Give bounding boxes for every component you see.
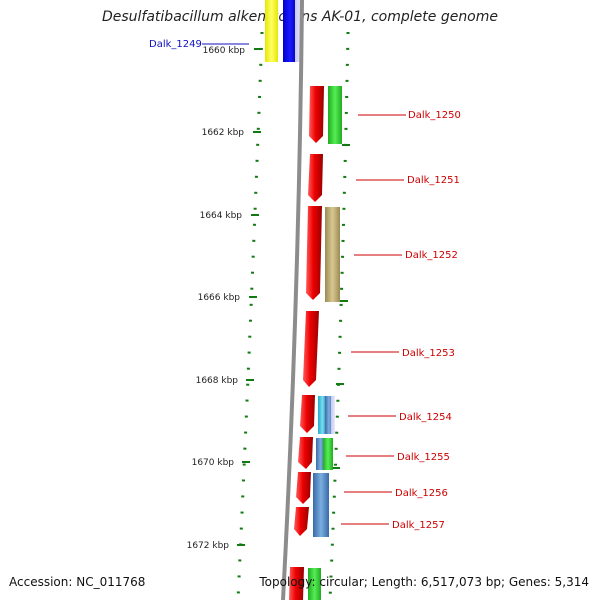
tick-label: 1670 kbp <box>192 458 235 468</box>
function-block-green <box>308 568 321 600</box>
gene-label-dalk-1252[interactable]: Dalk_1252 <box>405 250 458 261</box>
gene-block-lavender <box>295 0 302 62</box>
gene-arrow <box>309 86 324 143</box>
gene-label-dalk-1255[interactable]: Dalk_1255 <box>397 452 450 463</box>
gene-arrow <box>298 437 313 469</box>
major-ticks <box>237 48 350 546</box>
tick-labels: 1660 kbp 1662 kbp 1664 kbp 1666 kbp 1668… <box>187 46 246 551</box>
gene-label-dalk-1251[interactable]: Dalk_1251 <box>407 175 460 186</box>
function-block-blue <box>316 438 325 470</box>
gene-label-dalk-1257[interactable]: Dalk_1257 <box>392 520 445 531</box>
gene-labels: Dalk_1249 Dalk_1250 Dalk_1251 Dalk_1252 … <box>149 39 461 531</box>
leader-lines <box>202 43 406 525</box>
genome-backbone <box>281 0 304 600</box>
gene-block-blue <box>283 0 297 62</box>
function-block-green <box>323 438 333 470</box>
function-block-blue <box>325 396 333 434</box>
gene-arrow <box>306 206 322 300</box>
accession-text: Accession: NC_011768 <box>9 575 146 589</box>
function-block-blue <box>313 473 329 537</box>
tick-label: 1664 kbp <box>200 211 243 221</box>
gene-block-yellow <box>265 0 278 62</box>
function-blocks <box>308 86 342 600</box>
function-block-teal <box>318 396 327 434</box>
function-block-khaki <box>325 207 340 302</box>
gene-arrow <box>296 472 311 504</box>
gene-label-dalk-1254[interactable]: Dalk_1254 <box>399 412 452 423</box>
tick-label: 1662 kbp <box>202 128 245 138</box>
tick-label: 1672 kbp <box>187 541 230 551</box>
gene-arrow <box>289 567 304 600</box>
gene-label-dalk-1253[interactable]: Dalk_1253 <box>402 348 455 359</box>
tick-label: 1660 kbp <box>203 46 246 56</box>
top-gene-blocks <box>265 0 302 62</box>
gene-arrow <box>294 507 309 536</box>
gene-arrow <box>303 311 319 387</box>
genome-summary: Topology: circular; Length: 6,517,073 bp… <box>259 575 589 589</box>
function-block-lavender <box>331 396 335 434</box>
tick-label: 1666 kbp <box>198 293 241 303</box>
gene-label-dalk-1249[interactable]: Dalk_1249 <box>149 39 202 50</box>
gene-arrow <box>300 395 315 433</box>
tick-label: 1668 kbp <box>196 376 239 386</box>
forward-strand-genes <box>289 86 324 600</box>
gene-arrow <box>308 154 323 202</box>
gene-label-dalk-1250[interactable]: Dalk_1250 <box>408 110 461 121</box>
gene-label-dalk-1256[interactable]: Dalk_1256 <box>395 488 448 499</box>
inner-tick-track <box>236 31 264 600</box>
function-block-green <box>328 86 342 144</box>
